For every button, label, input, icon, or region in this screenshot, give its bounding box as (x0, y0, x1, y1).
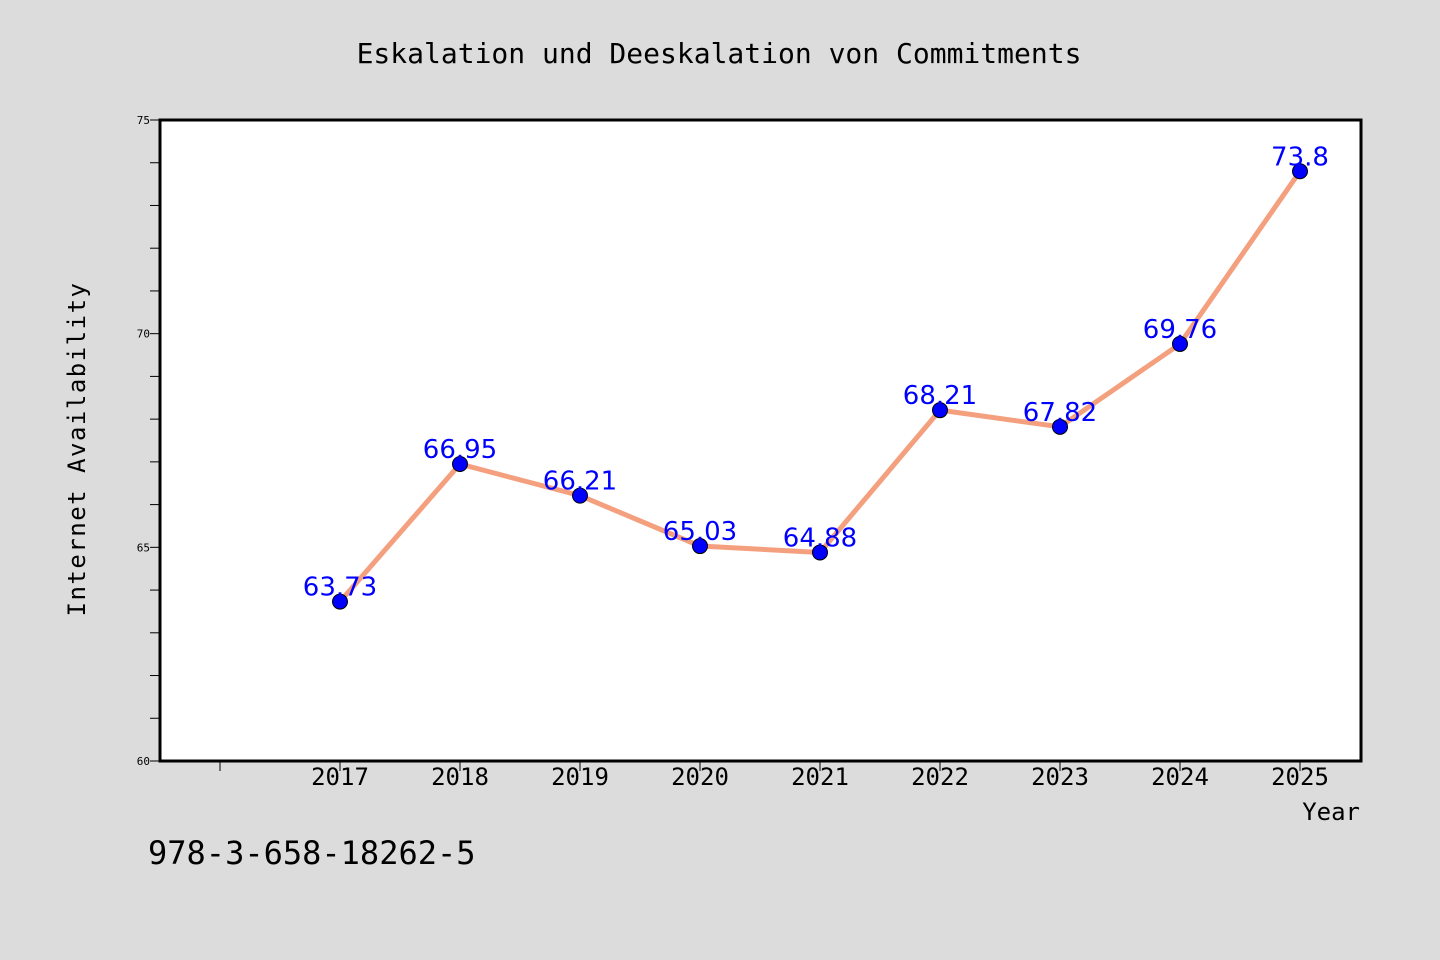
data-point (572, 487, 588, 504)
data-point (812, 544, 828, 561)
x-tick-label: 2025 (1271, 763, 1329, 791)
plot-area (158, 118, 1363, 763)
x-tick-label: 2022 (911, 763, 969, 791)
data-point (1292, 163, 1308, 180)
y-tick-label: 75 (137, 114, 150, 127)
data-label: 68.21 (903, 381, 977, 411)
footer-isbn: 978-3-658-18262-5 (148, 834, 476, 872)
data-label: 69.76 (1143, 315, 1217, 345)
x-tick-label: 2017 (311, 763, 369, 791)
data-label: 66.21 (543, 467, 617, 497)
data-point (692, 538, 708, 555)
chart-title: Eskalation und Deeskalation von Commitme… (357, 37, 1082, 70)
x-tick-label: 2020 (671, 763, 729, 791)
data-label: 63.73 (303, 573, 377, 603)
x-axis: 2017 2018 2019 2020 2021 2022 2023 2024 2025 (219, 761, 1329, 791)
x-tick-label: 2018 (431, 763, 489, 791)
data-label: 64.88 (783, 523, 857, 553)
data-point (932, 402, 948, 419)
data-point (452, 456, 468, 473)
y-tick-label: 65 (137, 541, 150, 554)
series-layer (332, 163, 1308, 610)
y-tick-label: 60 (137, 755, 150, 768)
y-tick-label: 70 (137, 328, 150, 341)
x-tick-label: 2024 (1151, 763, 1209, 791)
x-tick-label: 2019 (551, 763, 609, 791)
data-point (1052, 418, 1068, 435)
x-axis-label: Year (1302, 798, 1360, 826)
y-axis-label: Internet Availability (63, 282, 91, 617)
data-point (1172, 335, 1188, 352)
data-label: 73.8 (1271, 142, 1329, 172)
data-label-layer: 63.73 66.95 66.21 65.03 64.88 68.21 67.82 69.76… (303, 142, 1329, 602)
x-tick-label: 2021 (791, 763, 849, 791)
data-label: 65.03 (663, 517, 737, 547)
data-label: 67.82 (1023, 398, 1097, 428)
y-axis: 60 65 70 75 (137, 114, 160, 768)
data-label: 66.95 (423, 435, 497, 465)
x-tick-label: 2023 (1031, 763, 1089, 791)
data-point (332, 593, 348, 610)
